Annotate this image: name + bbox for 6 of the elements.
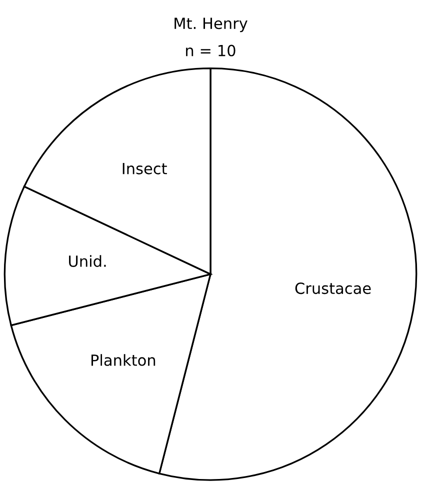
slice-label: Plankton: [91, 354, 156, 366]
slice-label: Insect: [122, 162, 167, 174]
slice-label: Unid.: [69, 255, 106, 267]
chart-title: Mt. Henry: [174, 18, 248, 32]
chart-subtitle: n = 10: [186, 44, 236, 56]
slice-label: Crustacae: [295, 282, 371, 294]
